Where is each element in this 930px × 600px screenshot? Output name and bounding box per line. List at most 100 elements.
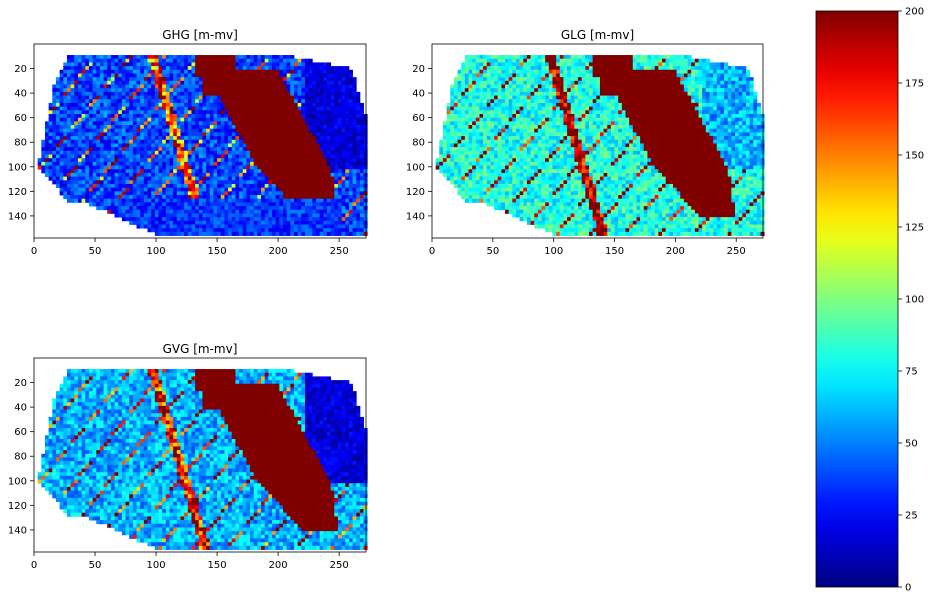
- heatmap-cell: [155, 210, 159, 214]
- heatmap-cell: [563, 59, 567, 63]
- heatmap-cell: [272, 66, 276, 70]
- y-tick-label: 20: [14, 64, 27, 75]
- heatmap-cell: [298, 166, 302, 170]
- heatmap-cell: [195, 151, 199, 155]
- heatmap-cell: [93, 169, 97, 173]
- heatmap-cell: [353, 121, 357, 125]
- heatmap-cell: [728, 81, 732, 85]
- heatmap-cell: [206, 62, 210, 66]
- heatmap-cell: [615, 55, 619, 59]
- heatmap-cell: [107, 85, 111, 89]
- heatmap-cell: [261, 88, 265, 92]
- heatmap-cell: [118, 103, 122, 107]
- heatmap-cell: [582, 59, 586, 63]
- heatmap-cell: [618, 81, 622, 85]
- heatmap-cell: [49, 169, 53, 173]
- heatmap-cell: [272, 213, 276, 217]
- heatmap-cell: [589, 77, 593, 81]
- heatmap-cell: [169, 88, 173, 92]
- heatmap-cell: [188, 70, 192, 74]
- heatmap-cell: [312, 140, 316, 144]
- heatmap-cell: [316, 188, 320, 192]
- heatmap-cell: [290, 147, 294, 151]
- heatmap-cell: [658, 59, 662, 63]
- heatmap-cell: [210, 184, 214, 188]
- heatmap-cell: [173, 162, 177, 166]
- heatmap-cell: [246, 228, 250, 232]
- heatmap-cell: [188, 118, 192, 122]
- heatmap-cell: [531, 70, 535, 74]
- heatmap-cell: [100, 125, 104, 129]
- heatmap-cell: [129, 121, 133, 125]
- heatmap-cell: [89, 173, 93, 177]
- heatmap-cell: [644, 77, 648, 81]
- heatmap-cell: [276, 66, 280, 70]
- heatmap-cell: [585, 77, 589, 81]
- heatmap-cell: [272, 121, 276, 125]
- heatmap-cell: [235, 155, 239, 159]
- heatmap-cell: [334, 70, 338, 74]
- heatmap-cell: [560, 85, 564, 89]
- heatmap-cell: [342, 132, 346, 136]
- heatmap-cell: [257, 173, 261, 177]
- heatmap-cell: [93, 81, 97, 85]
- heatmap-cell: [735, 66, 739, 70]
- heatmap-cell: [287, 59, 291, 63]
- heatmap-cell: [279, 191, 283, 195]
- heatmap-cell: [483, 70, 487, 74]
- heatmap-cell: [320, 118, 324, 122]
- heatmap-cell: [155, 73, 159, 77]
- heatmap-cell: [188, 232, 192, 236]
- heatmap-cell: [320, 129, 324, 133]
- heatmap-cell: [265, 92, 269, 96]
- heatmap-cell: [133, 96, 137, 100]
- heatmap-cell: [571, 96, 575, 100]
- heatmap-cell: [188, 121, 192, 125]
- heatmap-cell: [224, 92, 228, 96]
- heatmap-cell: [202, 173, 206, 177]
- heatmap-cell: [126, 180, 130, 184]
- heatmap-cell: [655, 96, 659, 100]
- heatmap-cell: [173, 143, 177, 147]
- heatmap-cell: [345, 147, 349, 151]
- heatmap-cell: [283, 217, 287, 221]
- heatmap-cell: [644, 66, 648, 70]
- heatmap-cell: [67, 81, 71, 85]
- heatmap-cell: [184, 55, 188, 59]
- heatmap-cell: [96, 110, 100, 114]
- heatmap-cell: [272, 191, 276, 195]
- heatmap-cell: [140, 99, 144, 103]
- heatmap-cell: [320, 188, 324, 192]
- heatmap-cell: [458, 77, 462, 81]
- heatmap-cell: [309, 188, 313, 192]
- heatmap-cell: [159, 99, 163, 103]
- heatmap-cell: [501, 99, 505, 103]
- heatmap-cell: [148, 143, 152, 147]
- heatmap-cell: [338, 202, 342, 206]
- heatmap-cell: [356, 210, 360, 214]
- heatmap-cell: [655, 88, 659, 92]
- heatmap-cell: [151, 118, 155, 122]
- heatmap-cell: [104, 155, 108, 159]
- heatmap-cell: [104, 59, 108, 63]
- heatmap-cell: [235, 184, 239, 188]
- heatmap-cell: [155, 125, 159, 129]
- heatmap-cell: [243, 169, 247, 173]
- heatmap-cell: [107, 184, 111, 188]
- heatmap-cell: [476, 66, 480, 70]
- heatmap-cell: [283, 92, 287, 96]
- heatmap-cell: [360, 177, 364, 181]
- heatmap-cell: [210, 206, 214, 210]
- heatmap-cell: [320, 70, 324, 74]
- heatmap-cell: [89, 162, 93, 166]
- heatmap-cell: [305, 73, 309, 77]
- heatmap-cell: [74, 118, 78, 122]
- heatmap-cell: [151, 62, 155, 66]
- heatmap-cell: [104, 188, 108, 192]
- heatmap-cell: [118, 195, 122, 199]
- heatmap-cell: [356, 110, 360, 114]
- heatmap-cell: [52, 177, 56, 181]
- heatmap-cell: [224, 136, 228, 140]
- heatmap-cell: [327, 158, 331, 162]
- heatmap-cell: [283, 224, 287, 228]
